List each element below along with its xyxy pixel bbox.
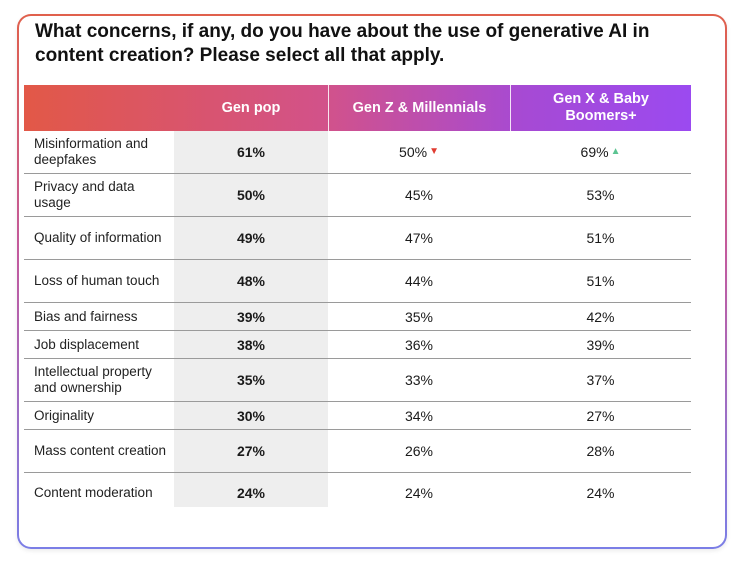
value-cell: 35% bbox=[174, 359, 328, 401]
value-text: 44% bbox=[404, 273, 434, 289]
row-label: Misinformation and deepfakes bbox=[34, 136, 149, 167]
value-text: 39% bbox=[236, 308, 266, 325]
row-label: Content moderation bbox=[34, 484, 153, 500]
value-cell: 27% bbox=[174, 430, 328, 472]
table-header: Gen pop Gen Z & Millennials Gen X & Baby… bbox=[24, 85, 691, 131]
value-text: 45% bbox=[404, 187, 434, 203]
gen-pop-column-highlight bbox=[174, 131, 328, 507]
value-text: 39% bbox=[586, 336, 615, 353]
value-cell: 27% bbox=[510, 402, 691, 429]
table-row: Loss of human touch 48% 44% 51% bbox=[24, 260, 691, 303]
value-text: 42% bbox=[586, 308, 615, 325]
value-cell: 38% bbox=[174, 331, 328, 358]
row-label: Intellectual property and ownership bbox=[34, 364, 152, 395]
value-text: 27% bbox=[236, 443, 266, 459]
value-text: 51% bbox=[586, 230, 615, 246]
value-cell: 33% bbox=[328, 359, 510, 401]
value-text: 24% bbox=[586, 484, 615, 501]
value-text: 27% bbox=[586, 407, 615, 424]
table-row: Intellectual property and ownership 35% 33… bbox=[24, 359, 691, 402]
table-row: Misinformation and deepfakes 61% 50% ▼ 69% ▲ bbox=[24, 131, 691, 174]
column-header-gen-pop: Gen pop bbox=[221, 99, 281, 116]
value-cell: 26% bbox=[328, 430, 510, 472]
value-cell: 35% bbox=[328, 303, 510, 330]
value-cell: 24% bbox=[328, 473, 510, 512]
column-header-gen-x-boomers: Gen X & Baby Boomers+ bbox=[510, 85, 691, 131]
down-arrow-icon: ▼ bbox=[429, 146, 439, 157]
value-cell: 36% bbox=[328, 331, 510, 358]
value-cell: 30% bbox=[174, 402, 328, 429]
row-label: Quality of information bbox=[34, 230, 162, 245]
table-body: Misinformation and deepfakes 61% 50% ▼ 69% ▲ P… bbox=[24, 131, 691, 512]
value-text: 53% bbox=[586, 187, 615, 203]
column-header-gen-z-millennials: Gen Z & Millennials bbox=[328, 85, 510, 131]
value-text: 36% bbox=[404, 336, 434, 353]
value-cell: 45% bbox=[328, 174, 510, 216]
value-text: 50% bbox=[236, 187, 266, 203]
value-text: 48% bbox=[236, 273, 266, 289]
value-cell: 37% bbox=[510, 359, 691, 401]
value-text: 30% bbox=[236, 407, 266, 424]
value-cell: 50% ▼ bbox=[328, 131, 510, 173]
value-text: 35% bbox=[404, 308, 434, 325]
value-cell: 53% bbox=[510, 174, 691, 216]
table-row: Originality 30% 34% 27% bbox=[24, 402, 691, 430]
value-cell: 50% bbox=[174, 174, 328, 216]
value-text: 24% bbox=[404, 484, 434, 501]
table-row: Privacy and data usage 50% 45% 53% bbox=[24, 174, 691, 217]
table-row: Quality of information 49% 47% 51% bbox=[24, 217, 691, 260]
value-cell: 24% bbox=[510, 473, 691, 512]
value-text: 35% bbox=[236, 372, 266, 388]
value-cell: 47% bbox=[328, 217, 510, 259]
row-label: Mass content creation bbox=[34, 443, 167, 458]
value-text: 24% bbox=[236, 484, 266, 501]
value-cell: 44% bbox=[328, 260, 510, 302]
value-cell: 48% bbox=[174, 260, 328, 302]
value-text: 51% bbox=[586, 273, 615, 289]
value-cell: 51% bbox=[510, 217, 691, 259]
value-text: 34% bbox=[404, 407, 434, 424]
row-label: Job displacement bbox=[34, 336, 140, 352]
table-row: Bias and fairness 39% 35% 42% bbox=[24, 303, 691, 331]
value-text: 50% bbox=[399, 144, 428, 160]
concerns-table: Gen pop Gen Z & Millennials Gen X & Baby… bbox=[24, 85, 691, 512]
value-text: 33% bbox=[404, 372, 434, 388]
row-label: Originality bbox=[34, 407, 95, 423]
row-label: Loss of human touch bbox=[34, 273, 160, 288]
value-text: 37% bbox=[586, 372, 615, 388]
table-row: Mass content creation 27% 26% 28% bbox=[24, 430, 691, 473]
value-cell: 34% bbox=[328, 402, 510, 429]
value-cell: 69% ▲ bbox=[510, 131, 691, 173]
up-arrow-icon: ▲ bbox=[610, 146, 621, 157]
value-text: 28% bbox=[586, 443, 615, 459]
value-text: 49% bbox=[236, 230, 266, 246]
row-label: Privacy and data usage bbox=[34, 179, 135, 210]
value-text: 26% bbox=[404, 443, 434, 459]
table-row: Content moderation 24% 24% 24% bbox=[24, 473, 691, 512]
value-text: 69% bbox=[580, 144, 609, 160]
row-label: Bias and fairness bbox=[34, 308, 138, 324]
value-cell: 28% bbox=[510, 430, 691, 472]
value-cell: 24% bbox=[174, 473, 328, 512]
value-cell: 61% bbox=[174, 131, 328, 173]
value-cell: 39% bbox=[174, 303, 328, 330]
value-cell: 51% bbox=[510, 260, 691, 302]
chart-title: What concerns, if any, do you have about… bbox=[35, 21, 650, 66]
value-cell: 42% bbox=[510, 303, 691, 330]
table-row: Job displacement 38% 36% 39% bbox=[24, 331, 691, 359]
value-cell: 39% bbox=[510, 331, 691, 358]
value-text: 61% bbox=[236, 144, 266, 160]
value-cell: 49% bbox=[174, 217, 328, 259]
value-text: 47% bbox=[404, 230, 434, 246]
value-text: 38% bbox=[236, 336, 266, 353]
